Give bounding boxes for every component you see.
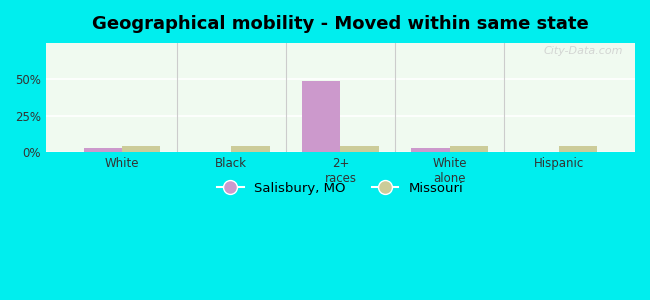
- Legend: Salisbury, MO, Missouri: Salisbury, MO, Missouri: [212, 176, 469, 200]
- Text: City-Data.com: City-Data.com: [543, 46, 623, 56]
- Bar: [231, 146, 270, 152]
- Bar: [341, 146, 378, 152]
- Bar: [411, 148, 450, 152]
- Bar: [450, 146, 488, 152]
- Bar: [302, 81, 341, 152]
- Bar: [122, 146, 161, 152]
- Title: Geographical mobility - Moved within same state: Geographical mobility - Moved within sam…: [92, 15, 589, 33]
- Bar: [84, 148, 122, 152]
- Bar: [558, 146, 597, 152]
